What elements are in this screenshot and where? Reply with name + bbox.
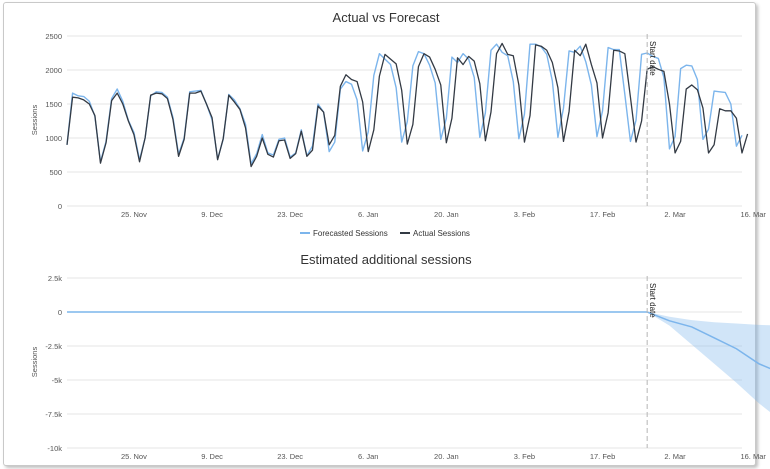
- top-x-tick-label: 25. Nov: [121, 210, 147, 219]
- bottom-y-axis-label: Sessions: [30, 347, 39, 378]
- top-x-tick-label: 6. Jan: [358, 210, 378, 219]
- top-start-date-marker: Start date: [646, 34, 657, 206]
- bottom-start-date-marker: Start date: [646, 276, 657, 448]
- top-x-tick-label: 16. Mar: [740, 210, 766, 219]
- bottom-y-tick-label: -5k: [52, 376, 63, 385]
- bottom-gridlines: [67, 277, 742, 449]
- bottom-x-tick-label: 25. Nov: [121, 452, 147, 461]
- top-y-tick-label: 0: [58, 202, 62, 211]
- start-date-label: Start date: [648, 41, 657, 76]
- top-x-tick-label: 3. Feb: [514, 210, 535, 219]
- bottom-y-tick-labels: 2.5k 0 -2.5k -5k -7.5k -10k: [45, 274, 62, 453]
- top-y-tick-label: 1500: [45, 100, 62, 109]
- bottom-y-tick-label: 2.5k: [48, 274, 62, 283]
- top-series-lines: [66, 42, 749, 168]
- bottom-x-tick-label: 2. Mar: [664, 452, 686, 461]
- bottom-x-tick-label: 6. Jan: [358, 452, 378, 461]
- bottom-x-tick-label: 3. Feb: [514, 452, 535, 461]
- top-y-tick-label: 2500: [45, 32, 62, 41]
- actual-vs-forecast-chart: Actual vs Forecast Sessions 0 500 1000 1500…: [30, 10, 766, 238]
- bottom-chart-title: Estimated additional sessions: [300, 252, 472, 267]
- top-x-tick-label: 9. Dec: [201, 210, 223, 219]
- bottom-series: [67, 311, 770, 413]
- top-gridlines: [67, 35, 742, 207]
- top-x-tick-label: 17. Feb: [590, 210, 615, 219]
- bottom-x-tick-label: 20. Jan: [434, 452, 459, 461]
- bottom-y-tick-label: -7.5k: [45, 410, 62, 419]
- bottom-y-tick-label: -10k: [47, 444, 62, 453]
- legend-forecasted-label: Forecasted Sessions: [313, 229, 388, 238]
- bottom-x-tick-labels: 25. Nov 9. Dec 23. Dec 6. Jan 20. Jan 3. Feb 1…: [121, 452, 766, 461]
- top-chart-title: Actual vs Forecast: [333, 10, 440, 25]
- estimated-additional-sessions-line: [67, 311, 770, 370]
- top-y-tick-label: 1000: [45, 134, 62, 143]
- top-y-tick-label: 2000: [45, 66, 62, 75]
- legend: Forecasted Sessions Actual Sessions: [300, 229, 470, 238]
- confidence-band: [67, 312, 770, 413]
- top-x-tick-label: 2. Mar: [664, 210, 686, 219]
- top-y-axis-label: Sessions: [30, 105, 39, 136]
- bottom-x-tick-label: 9. Dec: [201, 452, 223, 461]
- top-y-tick-label: 500: [49, 168, 62, 177]
- bottom-x-tick-label: 23. Dec: [277, 452, 303, 461]
- top-y-tick-labels: 0 500 1000 1500 2000 2500: [45, 32, 62, 211]
- bottom-x-tick-label: 16. Mar: [740, 452, 766, 461]
- bottom-y-tick-label: -2.5k: [45, 342, 62, 351]
- bottom-y-tick-label: 0: [58, 308, 62, 317]
- top-x-tick-labels: 25. Nov 9. Dec 23. Dec 6. Jan 20. Jan 3. Feb 1…: [121, 210, 766, 219]
- bottom-x-tick-label: 17. Feb: [590, 452, 615, 461]
- estimated-additional-sessions-chart: Estimated additional sessions Sessions 2…: [30, 252, 770, 461]
- top-x-tick-label: 20. Jan: [434, 210, 459, 219]
- actual-sessions-line: [66, 42, 749, 168]
- legend-actual-label: Actual Sessions: [413, 229, 470, 238]
- top-x-tick-label: 23. Dec: [277, 210, 303, 219]
- start-date-label: Start date: [648, 283, 657, 318]
